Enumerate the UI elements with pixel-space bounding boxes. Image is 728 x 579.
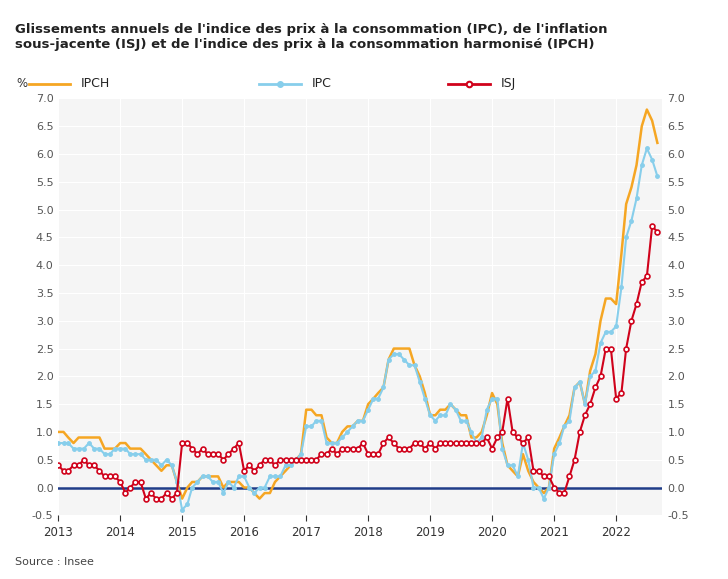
Text: IPC: IPC — [312, 78, 331, 90]
Text: ISJ: ISJ — [500, 78, 515, 90]
Text: %: % — [16, 77, 27, 90]
Text: IPCH: IPCH — [81, 78, 110, 90]
Text: Glissements annuels de l'indice des prix à la consommation (IPC), de l'inflation: Glissements annuels de l'indice des prix… — [15, 23, 607, 51]
Text: Source : Insee: Source : Insee — [15, 558, 93, 567]
